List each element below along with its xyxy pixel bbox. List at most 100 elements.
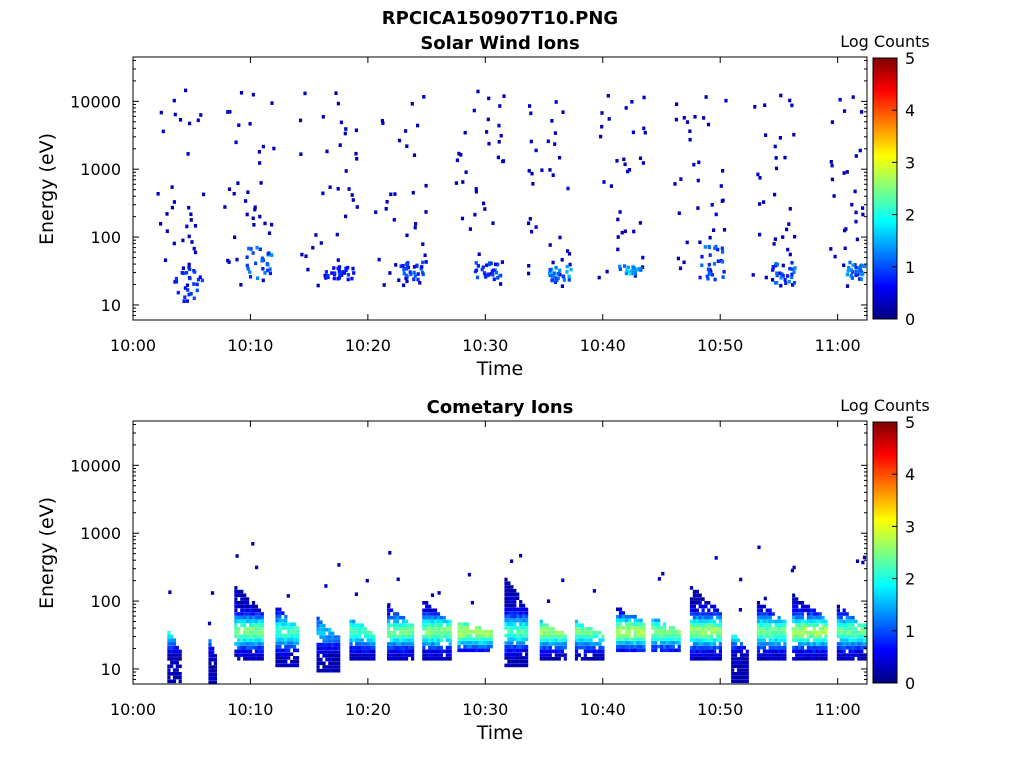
cometary-count-cell (249, 630, 253, 635)
solar-wind-count-cell (708, 253, 712, 257)
cometary-count-cell (665, 641, 670, 645)
cometary-count-cell (425, 619, 429, 624)
cometary-count-cell (322, 631, 326, 636)
cometary-count-cell (175, 649, 179, 654)
cometary-count-cell (522, 611, 526, 615)
cometary-count-cell (466, 641, 470, 645)
cometary-count-cell (860, 642, 864, 646)
solar-wind-count-cell (855, 237, 859, 242)
cometary-count-cell (425, 638, 429, 642)
cometary-count-cell (328, 627, 332, 632)
cometary-count-cell (422, 627, 426, 631)
solar-wind-count-cell (198, 275, 202, 279)
cometary-x-label: Time (476, 722, 524, 744)
cometary-count-cell (674, 648, 678, 653)
solar-wind-count-cell (529, 111, 533, 116)
cometary-count-cell (260, 615, 264, 620)
cometary-count-cell (689, 597, 694, 601)
cometary-count-cell (863, 657, 867, 661)
cometary-count-cell (851, 619, 855, 624)
cometary-count-cell (713, 645, 717, 650)
solar-wind-colorbar-tick-label: 0 (905, 310, 915, 329)
cometary-count-cell (809, 645, 813, 650)
cometary-count-cell (234, 634, 238, 639)
solar-wind-count-cell (550, 278, 554, 283)
cometary-count-cell (355, 645, 359, 650)
cometary-count-cell (642, 644, 646, 649)
cometary-count-cell (848, 638, 852, 642)
solar-wind-count-cell (193, 270, 197, 274)
cometary-count-cell (504, 663, 508, 668)
cometary-count-cell (798, 612, 802, 616)
cometary-count-cell (636, 622, 640, 626)
cometary-count-cell (557, 638, 561, 642)
cometary-count-cell (463, 648, 467, 653)
cometary-count-cell (756, 612, 761, 616)
cometary-count-cell (355, 627, 359, 631)
cometary-count-cell (771, 612, 775, 616)
solar-wind-count-cell (332, 266, 336, 270)
cometary-count-cell (863, 642, 867, 646)
cometary-count-cell (800, 623, 805, 627)
cometary-count-cell (284, 641, 288, 645)
cometary-count-cell (372, 642, 376, 646)
solar-wind-count-cell (184, 88, 188, 93)
cometary-count-cell (660, 644, 664, 649)
cometary-count-cell (642, 637, 646, 641)
cometary-count-cell (618, 607, 623, 612)
cometary-count-cell (322, 646, 326, 651)
solar-wind-count-cell (254, 261, 258, 266)
cometary-count-cell (411, 657, 415, 661)
solar-wind-count-cell (528, 104, 532, 108)
cometary-count-cell (739, 653, 744, 657)
cometary-count-cell (665, 648, 670, 653)
cometary-count-cell (845, 619, 849, 624)
solar-wind-count-cell (413, 274, 417, 278)
cometary-count-cell (431, 630, 435, 635)
cometary-count-cell (792, 638, 796, 642)
cometary-count-cell (360, 630, 364, 635)
cometary-count-cell (601, 634, 605, 639)
cometary-count-cell (322, 654, 326, 658)
cometary-count-cell (172, 679, 177, 684)
cometary-count-cell (234, 623, 238, 627)
cometary-count-cell (839, 615, 843, 620)
cometary-count-cell (513, 588, 517, 593)
solar-wind-count-cell (623, 229, 627, 234)
cometary-count-cell (254, 634, 258, 639)
solar-wind-count-cell (527, 264, 531, 268)
cometary-count-cell (639, 633, 643, 638)
cometary-count-cell (795, 634, 799, 639)
solar-wind-count-cell (597, 275, 601, 280)
cometary-count-cell (349, 623, 353, 627)
solar-wind-count-cell (846, 269, 850, 273)
cometary-count-cell (178, 679, 182, 684)
cometary-count-cell (815, 630, 819, 635)
cometary-count-cell (504, 644, 508, 649)
cometary-count-cell (322, 639, 326, 643)
cometary-count-cell (319, 668, 323, 673)
cometary-count-cell (355, 638, 359, 642)
cometary-count-cell (316, 650, 320, 654)
cometary-count-cell (278, 607, 282, 612)
cometary-count-cell (713, 630, 717, 635)
cometary-count-cell (466, 626, 470, 630)
cometary-count-cell (399, 630, 403, 635)
cometary-count-cell (851, 627, 855, 631)
solar-wind-count-cell (562, 277, 566, 282)
cometary-count-cell (756, 604, 761, 609)
cometary-count-cell (363, 642, 367, 646)
solar-wind-count-cell (527, 169, 531, 173)
cometary-spectrogram (167, 542, 867, 684)
cometary-count-cell (715, 623, 720, 627)
cometary-count-cell (692, 649, 696, 654)
cometary-count-cell (795, 608, 799, 613)
solar-wind-count-cell (615, 159, 619, 163)
cometary-count-cell (243, 627, 247, 631)
cometary-count-cell (246, 634, 250, 639)
cometary-count-cell (771, 642, 775, 646)
cometary-count-cell (522, 659, 526, 664)
solar-wind-count-cell (788, 98, 792, 103)
cometary-count-cell (616, 618, 620, 623)
cometary-count-cell (234, 608, 238, 613)
